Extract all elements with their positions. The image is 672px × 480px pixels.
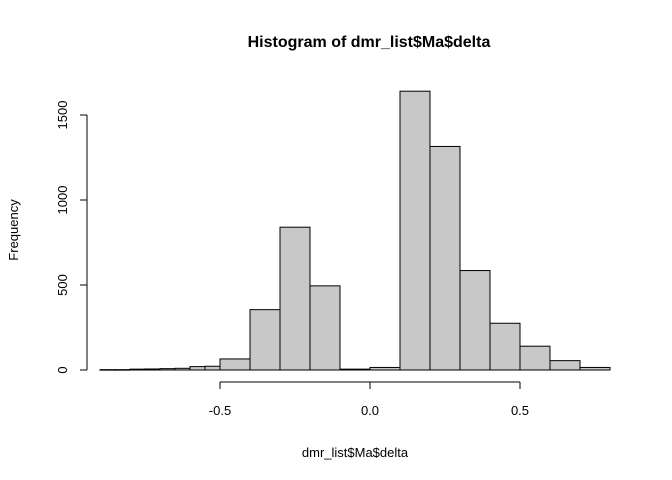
histogram-bar-10 — [279, 226, 311, 371]
bars-group — [99, 90, 611, 371]
histogram-bar-2 — [129, 368, 146, 371]
x-axis-label: dmr_list$Ma$delta — [302, 445, 409, 460]
histogram-bar-5 — [174, 367, 191, 371]
histogram-bar-19 — [549, 360, 581, 371]
histogram-bar-20 — [579, 366, 611, 371]
histogram-bar-16 — [459, 270, 491, 371]
x-tick-label: -0.5 — [209, 403, 231, 418]
histogram-bar-1 — [114, 369, 131, 371]
y-tick-label: 1500 — [55, 101, 70, 130]
histogram-bar-3 — [144, 368, 161, 371]
x-tick-label: 0.5 — [511, 403, 529, 418]
x-axis: -0.5 0.0 0.5 — [209, 381, 529, 418]
histogram-bar-14 — [399, 90, 431, 371]
histogram-bar-4 — [159, 368, 176, 371]
histogram-bar-6 — [189, 366, 206, 371]
histogram-bar-13 — [369, 366, 401, 371]
y-axis-label: Frequency — [6, 199, 21, 261]
chart-title: Histogram of dmr_list$Ma$delta — [248, 34, 491, 51]
x-tick-label: 0.0 — [361, 403, 379, 418]
histogram-bar-9 — [249, 309, 281, 371]
y-axis: 0 500 1000 1500 — [55, 101, 88, 374]
histogram-bar-7 — [204, 365, 221, 371]
histogram-bar-12 — [339, 368, 371, 371]
y-tick-label: 0 — [55, 366, 70, 373]
y-tick-label: 500 — [55, 274, 70, 296]
histogram-bar-0 — [99, 369, 116, 371]
histogram-bar-15 — [429, 145, 461, 371]
histogram-bar-8 — [219, 358, 251, 371]
histogram-bar-18 — [519, 345, 551, 371]
y-tick-label: 1000 — [55, 186, 70, 215]
histogram-bar-11 — [309, 285, 341, 371]
histogram-bar-17 — [489, 322, 521, 371]
